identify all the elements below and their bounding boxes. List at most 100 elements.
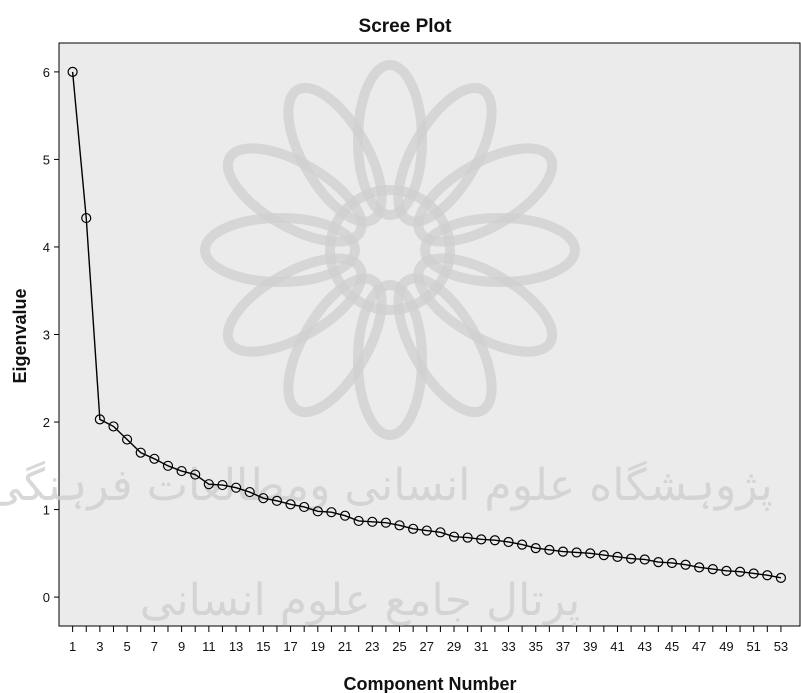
x-tick-label: 1 <box>69 639 76 654</box>
data-point <box>190 469 201 480</box>
data-point <box>435 527 446 538</box>
data-point <box>122 434 133 445</box>
data-point <box>81 212 92 224</box>
x-axis-label: Component Number <box>344 674 517 693</box>
data-point <box>94 414 105 425</box>
x-tick-label: 23 <box>365 639 379 654</box>
x-tick-label: 9 <box>178 639 185 654</box>
data-point <box>299 501 310 513</box>
data-point <box>489 535 500 546</box>
data-point <box>203 479 214 490</box>
data-point <box>748 568 759 579</box>
data-point <box>734 566 746 577</box>
data-point <box>408 523 419 534</box>
plot-area <box>58 42 801 627</box>
data-point <box>571 547 582 558</box>
data-point <box>530 542 541 554</box>
y-tick-label: 6 <box>43 65 50 80</box>
data-point <box>680 559 691 570</box>
x-tick-label: 25 <box>392 639 406 654</box>
data-point <box>67 66 78 77</box>
data-point <box>108 421 119 432</box>
data-point <box>271 495 283 506</box>
data-point <box>557 546 569 557</box>
data-point <box>312 506 323 517</box>
watermark-logo: پژوہشگاه علوم انسانی ومطالعات فرہنگی پرت… <box>0 60 773 626</box>
x-tick-label: 51 <box>746 639 760 654</box>
y-tick-label: 0 <box>43 590 50 605</box>
y-axis: 0 1 2 3 4 5 6 <box>43 65 59 605</box>
data-point <box>517 539 528 550</box>
data-point <box>135 447 146 458</box>
y-axis-label: Eigenvalue <box>10 288 30 383</box>
x-tick-label: 39 <box>583 639 597 654</box>
y-tick-label: 1 <box>43 503 50 518</box>
data-point <box>394 520 405 531</box>
data-point <box>244 486 255 498</box>
data-point <box>217 479 228 491</box>
data-point <box>149 453 160 464</box>
x-tick-label: 35 <box>529 639 543 654</box>
x-tick-label: 13 <box>229 639 243 654</box>
data-point <box>639 554 650 565</box>
watermark-center <box>325 185 455 315</box>
watermark-text-line1: پژوہشگاه علوم انسانی ومطالعات فرہنگی <box>0 460 773 511</box>
series-group <box>67 66 787 583</box>
data-point <box>666 557 678 569</box>
data-point <box>448 531 460 542</box>
x-tick-label: 53 <box>774 639 788 654</box>
chart-title: Scree Plot <box>359 16 453 37</box>
data-point <box>544 544 555 555</box>
x-tick-label: 29 <box>447 639 461 654</box>
data-point <box>258 493 269 504</box>
data-point <box>612 551 623 562</box>
y-tick-label: 3 <box>43 328 50 343</box>
data-point <box>775 572 787 583</box>
data-point <box>285 499 296 510</box>
watermark-text-line2: پرتال جامع علوم انسانی <box>140 575 581 626</box>
y-tick-label: 2 <box>43 415 50 430</box>
x-tick-label: 11 <box>202 639 216 654</box>
data-point <box>721 565 732 576</box>
data-point <box>339 510 351 521</box>
data-point <box>326 507 337 518</box>
data-point <box>762 570 773 581</box>
x-tick-label: 45 <box>665 639 679 654</box>
x-tick-label: 47 <box>692 639 706 654</box>
x-tick-label: 31 <box>474 639 488 654</box>
x-tick-label: 21 <box>338 639 352 654</box>
x-tick-label: 27 <box>420 639 434 654</box>
x-tick-label: 3 <box>96 639 103 654</box>
x-tick-label: 19 <box>311 639 325 654</box>
data-point <box>162 460 174 471</box>
data-point <box>380 517 392 528</box>
x-tick-label: 17 <box>283 639 297 654</box>
data-point <box>598 549 609 561</box>
x-tick-label: 37 <box>556 639 570 654</box>
data-point <box>367 516 378 527</box>
x-tick-label: 49 <box>719 639 733 654</box>
data-point <box>653 556 664 568</box>
data-point <box>476 534 487 545</box>
x-tick-label: 41 <box>610 639 624 654</box>
x-axis: 1 3 5 7 9 11 13 15 17 19 21 23 25 27 29 31 33 35 37 39 41 43 4… <box>69 626 788 654</box>
x-tick-label: 7 <box>151 639 158 654</box>
x-tick-label: 33 <box>501 639 515 654</box>
y-tick-label: 5 <box>43 152 50 167</box>
data-point <box>503 536 514 548</box>
x-tick-label: 43 <box>637 639 651 654</box>
data-point <box>694 562 705 573</box>
data-point <box>421 525 432 536</box>
data-point <box>462 532 473 543</box>
data-point <box>585 548 596 559</box>
data-point <box>707 564 718 575</box>
x-tick-label: 15 <box>256 639 270 654</box>
data-point <box>353 515 364 527</box>
data-point <box>625 553 637 564</box>
data-point <box>230 482 242 493</box>
data-point <box>176 465 187 477</box>
x-tick-label: 5 <box>123 639 130 654</box>
y-tick-label: 4 <box>43 240 50 255</box>
watermark-petal <box>413 143 558 247</box>
